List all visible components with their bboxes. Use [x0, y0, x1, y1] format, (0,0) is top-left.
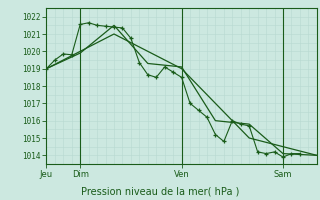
Text: Pression niveau de la mer( hPa ): Pression niveau de la mer( hPa ) — [81, 186, 239, 196]
